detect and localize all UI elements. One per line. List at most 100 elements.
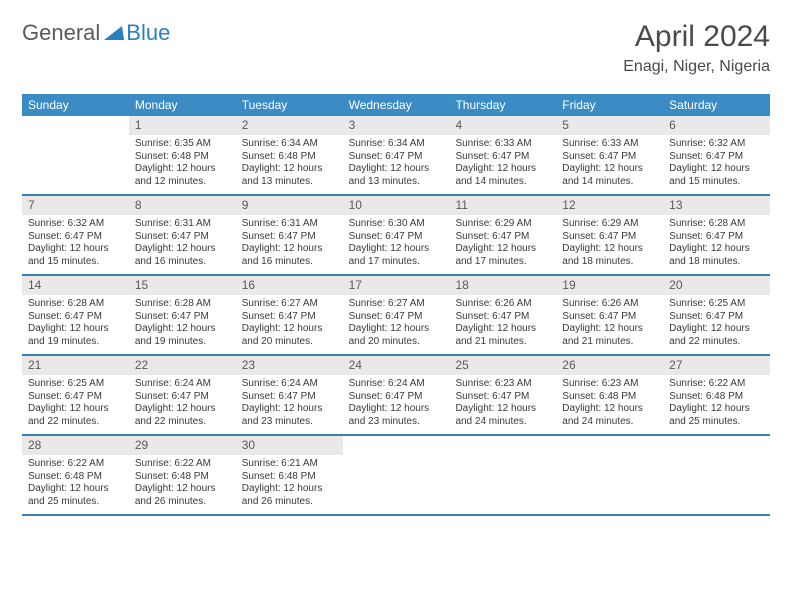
location-text: Enagi, Niger, Nigeria xyxy=(623,58,770,76)
sunset-text: Sunset: 6:47 PM xyxy=(669,311,764,324)
week-row: 14Sunrise: 6:28 AMSunset: 6:47 PMDayligh… xyxy=(22,276,770,356)
daylight-text: Daylight: 12 hours and 22 minutes. xyxy=(669,323,764,348)
week-row: .1Sunrise: 6:35 AMSunset: 6:48 PMDayligh… xyxy=(22,116,770,196)
day-cell: 1Sunrise: 6:35 AMSunset: 6:48 PMDaylight… xyxy=(129,116,236,194)
daylight-text: Daylight: 12 hours and 24 minutes. xyxy=(455,403,550,428)
day-content: Sunrise: 6:24 AMSunset: 6:47 PMDaylight:… xyxy=(129,375,236,433)
day-header: Sunday xyxy=(22,94,129,116)
day-cell: 12Sunrise: 6:29 AMSunset: 6:47 PMDayligh… xyxy=(556,196,663,274)
daylight-text: Daylight: 12 hours and 14 minutes. xyxy=(455,163,550,188)
day-cell: 23Sunrise: 6:24 AMSunset: 6:47 PMDayligh… xyxy=(236,356,343,434)
sunrise-text: Sunrise: 6:28 AM xyxy=(135,298,230,311)
day-content: Sunrise: 6:25 AMSunset: 6:47 PMDaylight:… xyxy=(22,375,129,433)
sunset-text: Sunset: 6:47 PM xyxy=(349,311,444,324)
day-number: 27 xyxy=(663,356,770,375)
day-cell: 9Sunrise: 6:31 AMSunset: 6:47 PMDaylight… xyxy=(236,196,343,274)
day-cell: . xyxy=(556,436,663,514)
daylight-text: Daylight: 12 hours and 23 minutes. xyxy=(349,403,444,428)
header: General Blue April 2024 Enagi, Niger, Ni… xyxy=(22,20,770,76)
sunrise-text: Sunrise: 6:32 AM xyxy=(669,138,764,151)
day-number: 8 xyxy=(129,196,236,215)
sunset-text: Sunset: 6:47 PM xyxy=(455,311,550,324)
day-number: 14 xyxy=(22,276,129,295)
day-content: Sunrise: 6:28 AMSunset: 6:47 PMDaylight:… xyxy=(663,215,770,273)
day-cell: 25Sunrise: 6:23 AMSunset: 6:47 PMDayligh… xyxy=(449,356,556,434)
sunset-text: Sunset: 6:47 PM xyxy=(242,311,337,324)
daylight-text: Daylight: 12 hours and 20 minutes. xyxy=(349,323,444,348)
weeks-container: . 1Sunrise: 6:35 AMSunset: 6:48 PMDayligh… xyxy=(22,116,770,516)
day-cell: . xyxy=(343,436,450,514)
day-header: Tuesday xyxy=(236,94,343,116)
sunset-text: Sunset: 6:47 PM xyxy=(28,391,123,404)
sunrise-text: Sunrise: 6:24 AM xyxy=(242,378,337,391)
sunrise-text: Sunrise: 6:24 AM xyxy=(135,378,230,391)
day-cell: 20Sunrise: 6:25 AMSunset: 6:47 PMDayligh… xyxy=(663,276,770,354)
sunset-text: Sunset: 6:47 PM xyxy=(28,231,123,244)
sunrise-text: Sunrise: 6:22 AM xyxy=(135,458,230,471)
day-headers-row: SundayMondayTuesdayWednesdayThursdayFrid… xyxy=(22,94,770,116)
day-content: Sunrise: 6:33 AMSunset: 6:47 PMDaylight:… xyxy=(556,135,663,193)
sunset-text: Sunset: 6:47 PM xyxy=(349,231,444,244)
day-cell: 7Sunrise: 6:32 AMSunset: 6:47 PMDaylight… xyxy=(22,196,129,274)
day-content: Sunrise: 6:23 AMSunset: 6:48 PMDaylight:… xyxy=(556,375,663,433)
sunrise-text: Sunrise: 6:34 AM xyxy=(242,138,337,151)
day-number: 6 xyxy=(663,116,770,135)
day-content: Sunrise: 6:33 AMSunset: 6:47 PMDaylight:… xyxy=(449,135,556,193)
day-number: 12 xyxy=(556,196,663,215)
day-number: 22 xyxy=(129,356,236,375)
day-cell: 24Sunrise: 6:24 AMSunset: 6:47 PMDayligh… xyxy=(343,356,450,434)
day-cell: 4Sunrise: 6:33 AMSunset: 6:47 PMDaylight… xyxy=(449,116,556,194)
day-header: Thursday xyxy=(449,94,556,116)
day-cell: 11Sunrise: 6:29 AMSunset: 6:47 PMDayligh… xyxy=(449,196,556,274)
day-cell: 6Sunrise: 6:32 AMSunset: 6:47 PMDaylight… xyxy=(663,116,770,194)
sunset-text: Sunset: 6:48 PM xyxy=(135,151,230,164)
sunset-text: Sunset: 6:47 PM xyxy=(28,311,123,324)
title-block: April 2024 Enagi, Niger, Nigeria xyxy=(623,20,770,76)
daylight-text: Daylight: 12 hours and 19 minutes. xyxy=(135,323,230,348)
daylight-text: Daylight: 12 hours and 23 minutes. xyxy=(242,403,337,428)
day-cell: 16Sunrise: 6:27 AMSunset: 6:47 PMDayligh… xyxy=(236,276,343,354)
sunrise-text: Sunrise: 6:34 AM xyxy=(349,138,444,151)
day-content: Sunrise: 6:28 AMSunset: 6:47 PMDaylight:… xyxy=(129,295,236,353)
sunrise-text: Sunrise: 6:23 AM xyxy=(562,378,657,391)
day-number: 7 xyxy=(22,196,129,215)
sunset-text: Sunset: 6:47 PM xyxy=(669,231,764,244)
sunset-text: Sunset: 6:47 PM xyxy=(669,151,764,164)
day-cell: 17Sunrise: 6:27 AMSunset: 6:47 PMDayligh… xyxy=(343,276,450,354)
sunrise-text: Sunrise: 6:28 AM xyxy=(28,298,123,311)
day-cell: 3Sunrise: 6:34 AMSunset: 6:47 PMDaylight… xyxy=(343,116,450,194)
sunrise-text: Sunrise: 6:27 AM xyxy=(242,298,337,311)
daylight-text: Daylight: 12 hours and 18 minutes. xyxy=(562,243,657,268)
day-header: Wednesday xyxy=(343,94,450,116)
day-number: 25 xyxy=(449,356,556,375)
day-content: Sunrise: 6:24 AMSunset: 6:47 PMDaylight:… xyxy=(236,375,343,433)
daylight-text: Daylight: 12 hours and 21 minutes. xyxy=(562,323,657,348)
sunrise-text: Sunrise: 6:21 AM xyxy=(242,458,337,471)
sunset-text: Sunset: 6:47 PM xyxy=(242,231,337,244)
day-cell: 19Sunrise: 6:26 AMSunset: 6:47 PMDayligh… xyxy=(556,276,663,354)
day-number: 17 xyxy=(343,276,450,295)
day-cell: 5Sunrise: 6:33 AMSunset: 6:47 PMDaylight… xyxy=(556,116,663,194)
day-number: 15 xyxy=(129,276,236,295)
daylight-text: Daylight: 12 hours and 15 minutes. xyxy=(28,243,123,268)
daylight-text: Daylight: 12 hours and 16 minutes. xyxy=(135,243,230,268)
sunset-text: Sunset: 6:47 PM xyxy=(562,311,657,324)
daylight-text: Daylight: 12 hours and 22 minutes. xyxy=(135,403,230,428)
day-cell: 14Sunrise: 6:28 AMSunset: 6:47 PMDayligh… xyxy=(22,276,129,354)
sunrise-text: Sunrise: 6:31 AM xyxy=(242,218,337,231)
day-content: Sunrise: 6:23 AMSunset: 6:47 PMDaylight:… xyxy=(449,375,556,433)
sunset-text: Sunset: 6:48 PM xyxy=(242,471,337,484)
sunset-text: Sunset: 6:48 PM xyxy=(135,471,230,484)
sunset-text: Sunset: 6:47 PM xyxy=(242,391,337,404)
daylight-text: Daylight: 12 hours and 25 minutes. xyxy=(28,483,123,508)
sunrise-text: Sunrise: 6:33 AM xyxy=(455,138,550,151)
sunset-text: Sunset: 6:47 PM xyxy=(455,231,550,244)
logo: General Blue xyxy=(22,20,170,46)
sunrise-text: Sunrise: 6:26 AM xyxy=(562,298,657,311)
day-content: Sunrise: 6:28 AMSunset: 6:47 PMDaylight:… xyxy=(22,295,129,353)
sunrise-text: Sunrise: 6:22 AM xyxy=(669,378,764,391)
sunrise-text: Sunrise: 6:22 AM xyxy=(28,458,123,471)
daylight-text: Daylight: 12 hours and 18 minutes. xyxy=(669,243,764,268)
day-cell: 10Sunrise: 6:30 AMSunset: 6:47 PMDayligh… xyxy=(343,196,450,274)
daylight-text: Daylight: 12 hours and 22 minutes. xyxy=(28,403,123,428)
